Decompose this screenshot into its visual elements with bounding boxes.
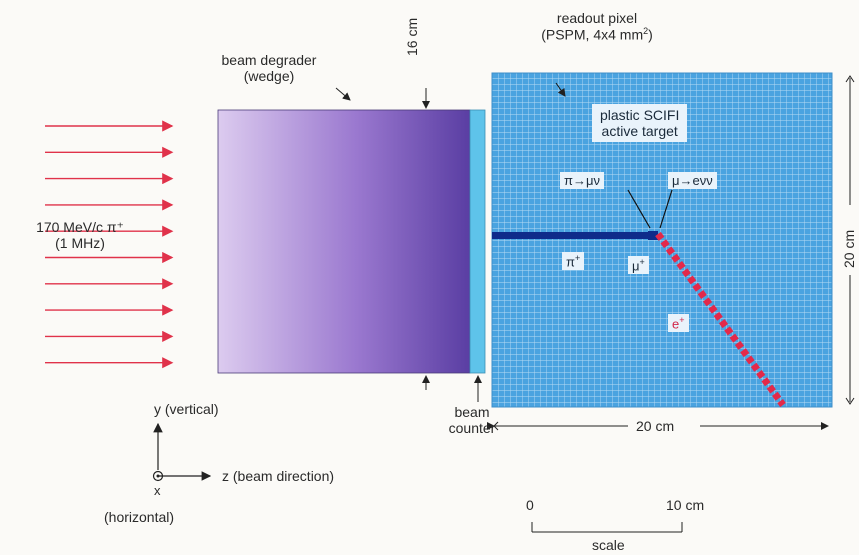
beam-degrader-wedge: [217, 109, 471, 374]
degrader-label: beam degrader (wedge): [204, 52, 334, 84]
z-axis-label: z (beam direction): [222, 468, 335, 484]
muon-decay-pointer: [659, 189, 673, 229]
active-target-line2: active target: [601, 123, 678, 139]
x-axis-label: (horizontal): [104, 509, 175, 525]
degrader-thickness: 16 cm: [404, 17, 420, 56]
beam-label-line2: (1 MHz): [55, 235, 105, 252]
scale-label: scale: [592, 537, 625, 553]
degrader-label-line2: (wedge): [243, 68, 295, 85]
width-dimension: [487, 421, 829, 431]
beam-counter-label: beam counter: [432, 404, 512, 436]
y-axis-label: y (vertical): [154, 401, 219, 417]
pion-track: [492, 232, 649, 239]
scale-zero: 0: [526, 497, 534, 513]
scale-ten: 10 cm: [666, 497, 705, 513]
positron-label: e+: [668, 314, 689, 333]
height-dimension: [845, 75, 855, 405]
muon-track: [648, 231, 658, 240]
muon-label: μ+: [628, 256, 649, 275]
coordinate-axes: [152, 422, 212, 482]
target-width-label: 20 cm: [636, 418, 675, 434]
x-axis-symbol: x: [154, 483, 161, 498]
beam-counter: [469, 109, 486, 374]
target-height-label: 20 cm: [841, 229, 857, 268]
readout-label-line1: readout pixel: [556, 10, 638, 26]
pion-label: π+: [562, 252, 585, 271]
counter-label-line1: beam: [454, 404, 490, 420]
pion-decay-pointer: [627, 189, 651, 229]
beam-label-line1: 170 MeV/c π⁺: [36, 219, 124, 235]
readout-pixel-pointer: [555, 82, 566, 97]
degrader-label-line1: beam degrader: [221, 52, 317, 68]
scale-bar: [531, 522, 683, 533]
beam-label: 170 MeV/c π⁺ (1 MHz): [4, 219, 156, 251]
positron-track: [655, 231, 786, 408]
muon-decay-label: μ→eνν: [668, 172, 717, 189]
pion-decay-label: π→μν: [560, 172, 604, 189]
readout-pixel-label: readout pixel (PSPM, 4x4 mm2): [502, 10, 692, 43]
active-target-label: plastic SCIFI active target: [592, 104, 688, 142]
degrader-pointer: [335, 87, 351, 101]
readout-label-line2: (PSPM, 4x4 mm2): [541, 26, 653, 43]
beam-arrows: [45, 120, 174, 369]
active-target-line1: plastic SCIFI: [600, 107, 680, 123]
counter-label-line2: counter: [448, 420, 496, 437]
